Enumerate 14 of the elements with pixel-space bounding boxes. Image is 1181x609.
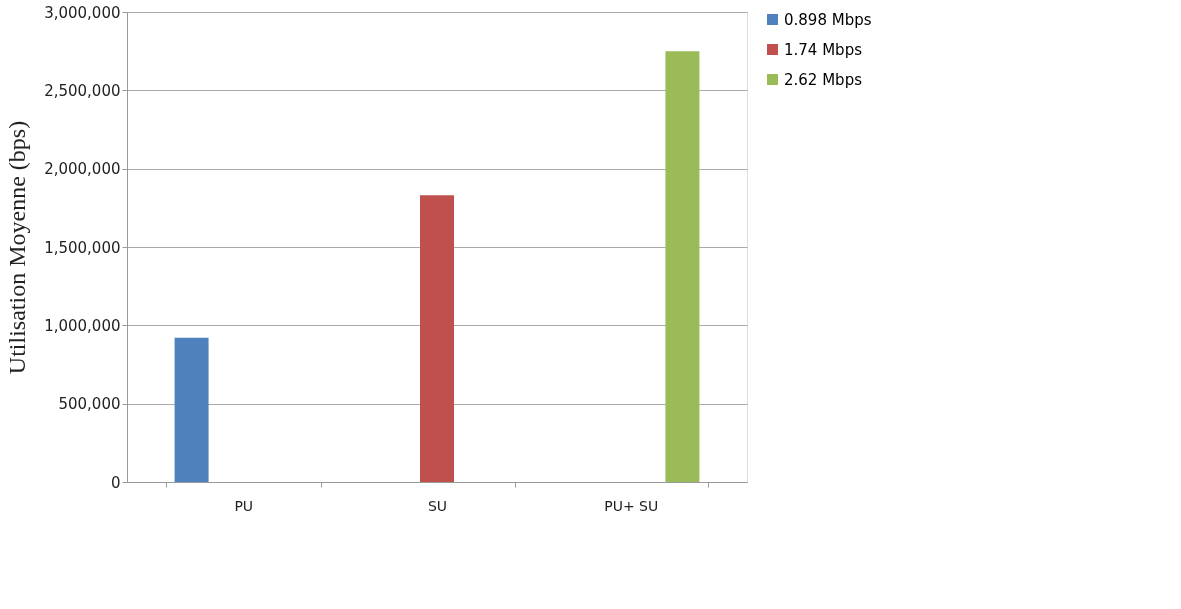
y-tick-label: 2,500,000 <box>44 81 121 100</box>
legend-label: 0.898 Mbps <box>784 10 872 29</box>
x-tick-label: PU+ SU <box>604 497 659 514</box>
y-tick-label: 500,000 <box>58 395 121 414</box>
y-axis-title: Utilisation Moyenne (bps) <box>4 120 31 375</box>
y-tick-label: 0 <box>110 473 121 492</box>
y-tick-label: 1,500,000 <box>44 238 121 257</box>
y-tick-label: 3,000,000 <box>44 3 121 22</box>
legend-label: 2.62 Mbps <box>784 70 863 89</box>
x-tick-label: PU <box>234 497 254 514</box>
x-tick-label: SU <box>427 497 448 514</box>
legend-label: 1.74 Mbps <box>784 40 863 59</box>
y-tick-label: 2,000,000 <box>44 160 121 179</box>
y-tick-label: 1,000,000 <box>44 316 121 335</box>
